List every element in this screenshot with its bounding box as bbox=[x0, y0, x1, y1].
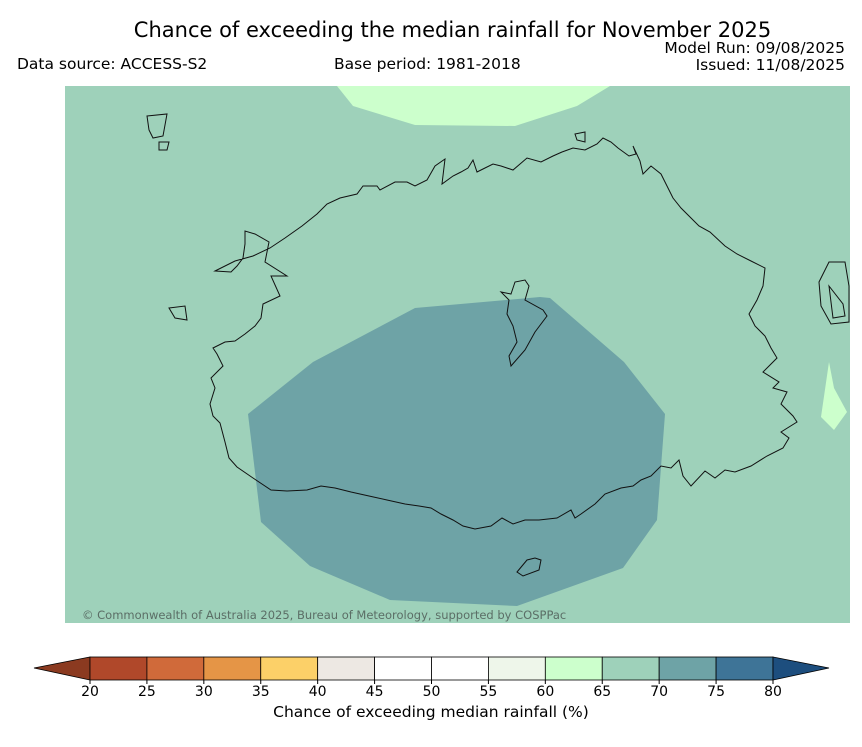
map-panel bbox=[65, 86, 850, 623]
colorbar-tick-label: 65 bbox=[593, 684, 611, 698]
colorbar-segment bbox=[431, 656, 489, 681]
colorbar-segment bbox=[317, 656, 375, 681]
rainfall-map bbox=[65, 86, 850, 623]
colorbar-under-triangle bbox=[33, 656, 91, 681]
colorbar-tick-label: 60 bbox=[536, 684, 554, 698]
coastline-island-w bbox=[168, 305, 188, 321]
colorbar: 20 25 30 35 40 45 50 55 60 65 70 75 80 bbox=[30, 652, 834, 702]
colorbar-tick-label: 55 bbox=[480, 684, 498, 698]
colorbar-segment bbox=[715, 656, 774, 681]
colorbar-tick-label: 25 bbox=[138, 684, 156, 698]
data-source: Data source: ACCESS-S2 bbox=[17, 55, 208, 73]
map-title: Chance of exceeding the median rainfall … bbox=[133, 18, 772, 42]
run-info: Model Run: 09/08/2025 Issued: 11/08/2025 bbox=[664, 40, 845, 74]
colorbar-tick-label: 70 bbox=[650, 684, 668, 698]
colorbar-segment bbox=[601, 656, 660, 681]
coastline-island-nw2 bbox=[158, 141, 170, 151]
central-south-region bbox=[248, 297, 665, 606]
colorbar-tick-label: 20 bbox=[81, 684, 99, 698]
colorbar-tick-label: 75 bbox=[707, 684, 725, 698]
base-period: Base period: 1981-2018 bbox=[334, 55, 521, 73]
colorbar-segment bbox=[658, 656, 717, 681]
colorbar-segment bbox=[374, 656, 432, 681]
colorbar-tick-label: 30 bbox=[195, 684, 213, 698]
colorbar-segment bbox=[203, 656, 262, 681]
issued-date: Issued: 11/08/2025 bbox=[695, 56, 845, 74]
coastline-png bbox=[818, 261, 850, 325]
colorbar-segment bbox=[488, 656, 546, 681]
colorbar-segment bbox=[544, 656, 603, 681]
colorbar-segment bbox=[260, 656, 319, 681]
colorbar-svg: 20 25 30 35 40 45 50 55 60 65 70 75 80 bbox=[33, 656, 830, 700]
coastline-island-nw bbox=[146, 113, 168, 139]
colorbar-tick-label: 80 bbox=[764, 684, 782, 698]
colorbar-tick-label: 35 bbox=[252, 684, 270, 698]
east-region bbox=[821, 362, 847, 430]
coastlines bbox=[146, 113, 850, 577]
colorbar-tick-label: 40 bbox=[309, 684, 327, 698]
copyright-notice: © Commonwealth of Australia 2025, Bureau… bbox=[82, 608, 567, 622]
coastline-mainland bbox=[209, 137, 798, 530]
coastline-nz bbox=[828, 284, 846, 319]
colorbar-tick-label: 45 bbox=[366, 684, 384, 698]
north-region bbox=[337, 86, 610, 126]
colorbar-segment bbox=[146, 656, 205, 681]
colorbar-over-triangle bbox=[772, 656, 830, 681]
coastline-tasmania bbox=[516, 557, 542, 577]
colorbar-segment bbox=[89, 656, 148, 681]
colorbar-tick-label: 50 bbox=[423, 684, 441, 698]
model-run: Model Run: 09/08/2025 bbox=[664, 39, 845, 57]
colorbar-label: Chance of exceeding median rainfall (%) bbox=[273, 703, 589, 721]
coastline-lake bbox=[499, 279, 548, 368]
coastline-island-ne bbox=[574, 131, 586, 143]
